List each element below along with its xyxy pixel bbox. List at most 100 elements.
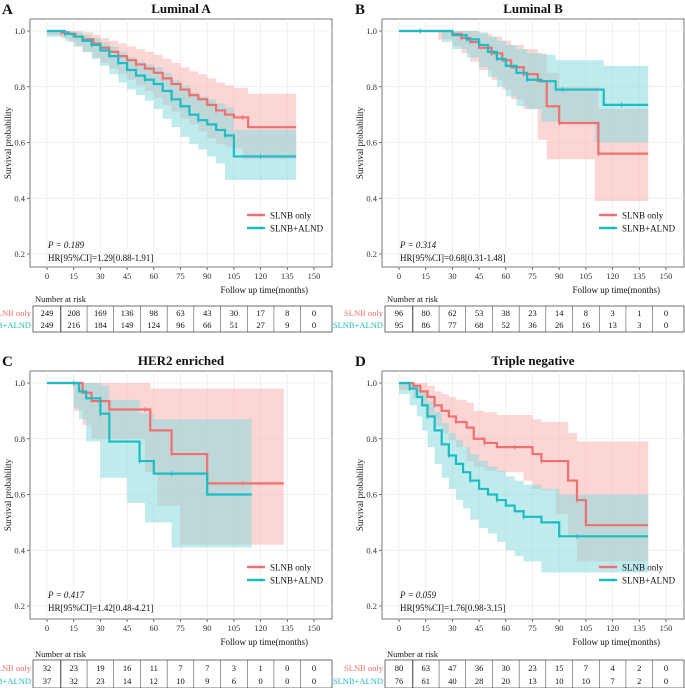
risk-count: 62 <box>448 308 457 318</box>
risk-count: 16 <box>582 320 591 330</box>
risk-row-label-slnb: SLNB only <box>344 663 384 673</box>
risk-count: 23 <box>96 676 105 686</box>
legend-label-slnb: SLNB only <box>270 211 312 221</box>
panel-b: B Luminal B 1.0 0.8 0.6 0.4 0.2 Survival probab… <box>333 1 685 333</box>
risk-table-title: Number at risk <box>35 649 87 659</box>
risk-count: 184 <box>94 320 108 330</box>
risk-count: 7 <box>205 663 209 673</box>
x-tick-label: 135 <box>633 271 646 281</box>
x-tick-label: 150 <box>308 623 321 633</box>
y-tick-label: 0.8 <box>366 434 377 444</box>
ci-band-slnb <box>399 31 649 202</box>
risk-count: 124 <box>147 320 161 330</box>
risk-count: 0 <box>285 663 289 673</box>
x-tick-label: 120 <box>606 271 619 281</box>
x-tick-label: 75 <box>176 623 185 633</box>
risk-count: 149 <box>121 320 134 330</box>
risk-count: 4 <box>610 663 615 673</box>
p-value-text: P = 0.059 <box>399 590 437 600</box>
risk-row-label-slnb: SLNB only <box>0 308 32 318</box>
legend-label-alnd: SLNB+ALND <box>270 576 324 586</box>
y-tick-label: 1.0 <box>366 26 377 36</box>
risk-count: 0 <box>664 320 668 330</box>
risk-count: 95 <box>395 320 404 330</box>
panel-c: C HER2 enriched 1.0 0.8 0.6 0.4 0.2 Survival pr… <box>0 353 333 688</box>
risk-count: 9 <box>285 320 289 330</box>
p-value-text: P = 0.417 <box>47 590 85 600</box>
x-tick-label: 15 <box>421 623 430 633</box>
x-tick-label: 30 <box>448 623 457 633</box>
risk-count: 76 <box>395 676 404 686</box>
risk-count: 7 <box>610 676 614 686</box>
risk-count: 3 <box>610 308 614 318</box>
x-tick-label: 60 <box>150 271 159 281</box>
risk-count: 36 <box>528 320 537 330</box>
risk-count: 208 <box>67 308 80 318</box>
risk-table-frame <box>32 305 333 333</box>
risk-count: 43 <box>203 308 212 318</box>
x-tick-label: 30 <box>448 271 457 281</box>
x-tick-label: 105 <box>580 623 593 633</box>
risk-count: 16 <box>123 663 132 673</box>
risk-count: 0 <box>285 676 289 686</box>
risk-count: 80 <box>421 308 430 318</box>
x-tick-label: 60 <box>502 271 511 281</box>
risk-count: 36 <box>475 663 484 673</box>
legend-label-slnb: SLNB only <box>622 563 664 573</box>
x-tick-label: 60 <box>502 623 511 633</box>
risk-count: 32 <box>69 676 78 686</box>
risk-count: 8 <box>584 308 588 318</box>
risk-count: 27 <box>256 320 265 330</box>
x-tick-label: 135 <box>281 623 294 633</box>
y-axis-label: Survival probability <box>355 458 365 531</box>
risk-count: 23 <box>528 308 537 318</box>
panel-letter: C <box>2 354 13 370</box>
risk-count: 77 <box>448 320 457 330</box>
risk-count: 68 <box>475 320 484 330</box>
x-tick-label: 60 <box>150 623 159 633</box>
risk-table-frame <box>384 659 685 688</box>
risk-count: 11 <box>150 663 158 673</box>
risk-count: 0 <box>312 663 316 673</box>
x-tick-label: 45 <box>475 271 484 281</box>
survival-curve-alnd <box>399 29 649 106</box>
risk-count: 169 <box>94 308 107 318</box>
x-axis-label: Follow up time(months) <box>221 637 309 647</box>
risk-count: 13 <box>528 676 537 686</box>
panel-a: A Luminal A 1.0 0.8 0.6 0.4 0.2 Survival probab… <box>0 1 333 333</box>
y-tick-label: 0.8 <box>14 82 25 92</box>
risk-count: 28 <box>475 676 484 686</box>
y-tick-label: 0.4 <box>14 193 25 203</box>
risk-count: 13 <box>608 320 617 330</box>
risk-count: 37 <box>43 676 52 686</box>
x-tick-label: 15 <box>69 271 78 281</box>
x-tick-label: 0 <box>397 623 401 633</box>
p-value-text: P = 0.189 <box>47 240 85 250</box>
risk-table-title: Number at risk <box>387 294 439 304</box>
risk-count: 2 <box>637 663 641 673</box>
risk-table-frame <box>32 659 333 688</box>
x-axis-label: Follow up time(months) <box>573 285 661 295</box>
x-tick-label: 105 <box>228 271 241 281</box>
risk-count: 96 <box>176 320 185 330</box>
x-tick-label: 150 <box>660 623 673 633</box>
risk-count: 249 <box>41 320 54 330</box>
y-axis-label: Survival probability <box>3 106 13 179</box>
legend-label-slnb: SLNB only <box>622 211 664 221</box>
y-tick-label: 0.2 <box>366 249 377 259</box>
x-tick-label: 135 <box>633 623 646 633</box>
risk-count: 10 <box>176 676 185 686</box>
panel-letter: A <box>2 2 13 18</box>
panel-letter: D <box>355 354 366 370</box>
risk-count: 80 <box>395 663 404 673</box>
risk-count: 0 <box>258 676 262 686</box>
y-tick-label: 0.6 <box>14 138 25 148</box>
survival-curve-alnd <box>47 29 297 158</box>
risk-count: 6 <box>232 676 236 686</box>
risk-count: 0 <box>664 308 668 318</box>
risk-row-label-alnd: SLNB+ALND <box>333 676 383 686</box>
risk-count: 47 <box>448 663 457 673</box>
risk-count: 38 <box>502 308 511 318</box>
risk-count: 0 <box>312 308 316 318</box>
risk-count: 0 <box>312 676 316 686</box>
